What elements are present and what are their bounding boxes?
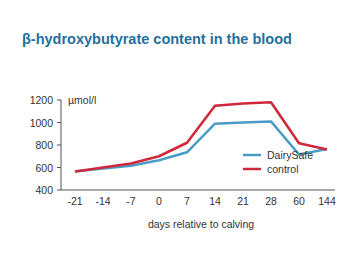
x-tick-label: 14 (209, 195, 221, 207)
y-tick-label: 1200 (30, 94, 54, 106)
y-tick (57, 167, 61, 168)
x-tick-label: 0 (156, 195, 162, 207)
y-axis (61, 100, 62, 190)
legend-key (243, 168, 261, 171)
y-tick (57, 100, 61, 101)
x-tick-label: -7 (126, 195, 135, 207)
legend-label: control (267, 163, 299, 175)
x-tick-label: 7 (184, 195, 190, 207)
y-tick-label: 1000 (30, 117, 54, 129)
x-tick-label: -21 (67, 195, 82, 207)
plot-area (75, 102, 327, 171)
x-tick-label: 144 (318, 195, 336, 207)
x-axis (61, 190, 335, 191)
x-tick-label: 28 (265, 195, 277, 207)
legend-label: DairySafe (267, 149, 313, 161)
x-tick-label: 60 (293, 195, 305, 207)
series-line (75, 102, 327, 171)
y-tick (57, 190, 61, 191)
y-axis-label: µmol/l (68, 94, 96, 106)
title: β-hydroxybutyrate content in the blood (22, 31, 292, 47)
y-tick (57, 145, 61, 146)
y-tick-label: 400 (35, 184, 53, 196)
x-tick-label: 21 (237, 195, 249, 207)
x-tick-label: -14 (95, 195, 110, 207)
y-tick (57, 122, 61, 123)
y-tick-label: 600 (35, 162, 53, 174)
y-tick-label: 800 (35, 139, 53, 151)
x-axis-label: days relative to calving (148, 218, 254, 230)
chart: β-hydroxybutyrate content in the blood µm… (0, 0, 350, 262)
legend-key (243, 154, 261, 157)
